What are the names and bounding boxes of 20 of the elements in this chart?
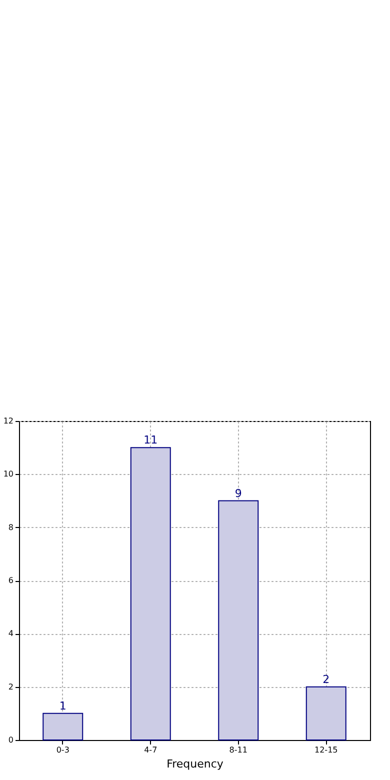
y-tick-label: 4 [8, 629, 14, 638]
y-tick-label: 8 [8, 522, 14, 532]
y-tick-label: 0 [8, 736, 14, 744]
data-label: 9 [234, 486, 242, 500]
y-tick-label: 12 [3, 416, 14, 426]
y-tick-label: 6 [8, 576, 14, 585]
x-tick-label: 0-3 [56, 746, 70, 754]
data-label: 2 [322, 672, 330, 686]
x-axis-title: Frequency [166, 758, 224, 770]
bar [42, 712, 84, 740]
y-tick-label: 10 [3, 470, 14, 479]
bar [306, 686, 346, 740]
x-tick-label: 8-11 [229, 746, 248, 754]
bar [130, 447, 171, 740]
data-label: 11 [144, 434, 158, 447]
x-tick-label: 4-7 [144, 746, 158, 754]
bar [218, 500, 259, 740]
x-tick-label: 12-15 [314, 746, 338, 754]
y-tick-label: 2 [8, 682, 14, 692]
data-label: 1 [59, 699, 66, 712]
